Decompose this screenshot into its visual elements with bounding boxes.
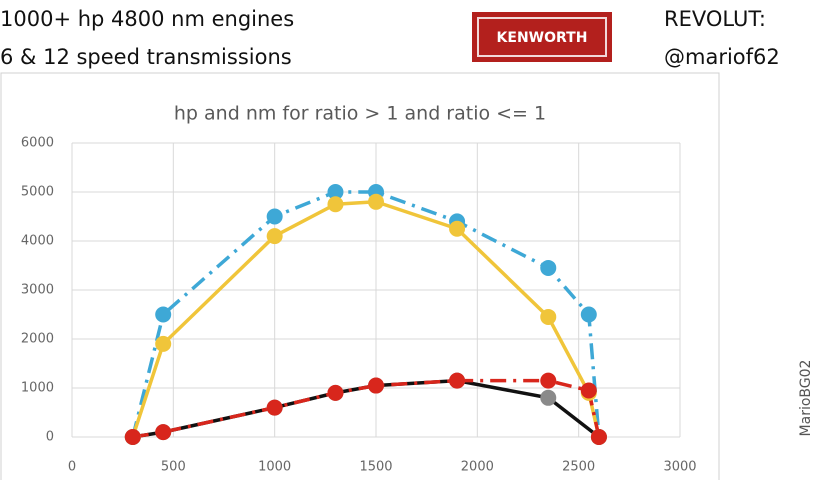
- y-tick-label: 4000: [21, 234, 54, 249]
- y-tick-label: 0: [46, 430, 54, 445]
- revolut-label: REVOLUT:: [664, 7, 766, 31]
- data-point: [155, 306, 172, 323]
- y-tick-label: 2000: [21, 332, 54, 347]
- data-point: [540, 372, 557, 389]
- data-point: [540, 389, 557, 406]
- series-line: [131, 200, 601, 438]
- x-tick-label: 3000: [663, 460, 696, 475]
- data-point: [368, 193, 384, 210]
- data-point: [266, 399, 283, 416]
- data-point: [266, 208, 283, 225]
- x-tick-label: 1000: [258, 460, 291, 475]
- logo-border: [477, 17, 607, 57]
- chart-frame: [0, 72, 720, 480]
- data-point: [327, 384, 344, 401]
- handle: @mariof62: [664, 45, 780, 69]
- headline: 1000+ hp 4800 nm engines: [0, 7, 294, 31]
- y-tick-label: 5000: [21, 185, 54, 200]
- series-line: [132, 378, 601, 439]
- x-tick-label: 2000: [461, 460, 494, 475]
- data-point: [580, 306, 597, 323]
- y-tick-label: 6000: [21, 136, 54, 151]
- data-point: [155, 424, 172, 441]
- logo-box: [472, 12, 612, 62]
- data-point: [155, 335, 172, 352]
- data-point: [368, 377, 384, 394]
- data-point: [540, 308, 557, 325]
- x-tick-label: 1500: [359, 460, 392, 475]
- series-line: [131, 190, 601, 438]
- data-point: [449, 220, 466, 237]
- data-point: [580, 382, 597, 399]
- data-point: [590, 429, 607, 445]
- x-tick-label: 500: [161, 460, 186, 475]
- y-tick-label: 3000: [21, 283, 54, 298]
- chart-title: hp and nm for ratio > 1 and ratio <= 1: [174, 103, 546, 125]
- data-point: [540, 259, 557, 276]
- data-point: [449, 372, 466, 389]
- series-line: [132, 378, 601, 439]
- x-tick-label: 2500: [562, 460, 595, 475]
- subheadline: 6 & 12 speed transmissions: [0, 45, 292, 69]
- data-point: [327, 196, 344, 213]
- data-point: [327, 184, 344, 200]
- data-point: [266, 228, 283, 245]
- watermark: MarioBG02: [798, 360, 814, 437]
- data-point: [124, 429, 141, 445]
- x-tick-label: 0: [68, 460, 76, 475]
- y-tick-label: 1000: [21, 381, 54, 396]
- logo-text: KENWORTH: [497, 30, 588, 46]
